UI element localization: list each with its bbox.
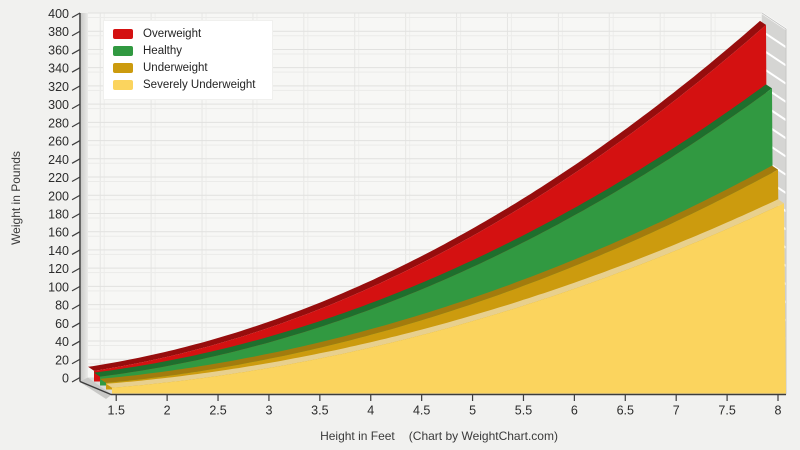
y-tick-label: 180 [48, 207, 69, 221]
x-tick-label: 6.5 [617, 404, 634, 418]
severely-underweight-swatch [113, 80, 133, 90]
legend-label: Healthy [143, 45, 182, 57]
y-tick-label: 0 [62, 372, 69, 386]
y-tick-label: 300 [48, 98, 69, 112]
y-tick-label: 380 [48, 25, 69, 39]
x-tick-label: 4 [367, 404, 374, 418]
x-tick-label: 8 [775, 404, 782, 418]
y-tick-label: 340 [48, 62, 69, 76]
legend-item-severely-underweight: Severely Underweight [113, 79, 256, 91]
legend-item-underweight: Underweight [113, 62, 256, 74]
x-tick-label: 2.5 [209, 404, 226, 418]
x-tick-label: 6 [571, 404, 578, 418]
y-tick-label: 20 [55, 353, 69, 367]
legend-item-healthy: Healthy [113, 45, 256, 57]
legend-label: Underweight [143, 62, 208, 74]
y-tick-label: 80 [55, 299, 69, 313]
y-tick-label: 400 [48, 7, 69, 21]
x-tick-label: 4.5 [413, 404, 430, 418]
x-axis-title-row: Height in Feet (Chart by WeightChart.com) [88, 429, 790, 443]
x-tick-label: 1.5 [108, 404, 125, 418]
y-tick-label: 60 [55, 317, 69, 331]
y-tick-label: 280 [48, 116, 69, 130]
legend-item-overweight: Overweight [113, 28, 256, 40]
legend-label: Severely Underweight [143, 79, 256, 91]
x-axis-ticks: 1.5 2 2.5 3 3.5 4 4.5 5 5.5 6 6.5 7 7.5 8 [108, 394, 782, 418]
chart-credit: (Chart by WeightChart.com) [408, 429, 558, 443]
y-tick-label: 40 [55, 335, 69, 349]
y-tick-label: 220 [48, 171, 69, 185]
y-axis-ticks: 0 20 40 60 80 100 120 140 160 180 200 220 240 260 280 3… [48, 7, 81, 386]
healthy-swatch [113, 46, 133, 56]
x-axis-title: Height in Feet [320, 429, 395, 443]
y-tick-label: 360 [48, 43, 69, 57]
x-tick-label: 7 [673, 404, 680, 418]
y-tick-label: 140 [48, 244, 69, 258]
legend-label: Overweight [143, 28, 202, 40]
y-tick-label: 320 [48, 80, 69, 94]
x-tick-label: 3.5 [311, 404, 328, 418]
series-severely-underweight-face [112, 203, 786, 394]
y-axis-title: Weight in Pounds [9, 151, 23, 245]
y-tick-label: 100 [48, 280, 69, 294]
x-tick-label: 5 [469, 404, 476, 418]
axes [79, 13, 786, 396]
legend: Overweight Healthy Underweight Severely Und… [103, 20, 273, 100]
y-tick-label: 160 [48, 226, 69, 240]
underweight-swatch [113, 63, 133, 73]
x-tick-label: 2 [164, 404, 171, 418]
series-severely-underweight [106, 199, 786, 394]
y-tick-label: 200 [48, 189, 69, 203]
y-tick-label: 260 [48, 135, 69, 149]
x-tick-label: 3 [265, 404, 272, 418]
y-tick-label: 120 [48, 262, 69, 276]
x-tick-label: 7.5 [718, 404, 735, 418]
x-tick-label: 5.5 [515, 404, 532, 418]
y-tick-label: 240 [48, 153, 69, 167]
overweight-swatch [113, 29, 133, 39]
